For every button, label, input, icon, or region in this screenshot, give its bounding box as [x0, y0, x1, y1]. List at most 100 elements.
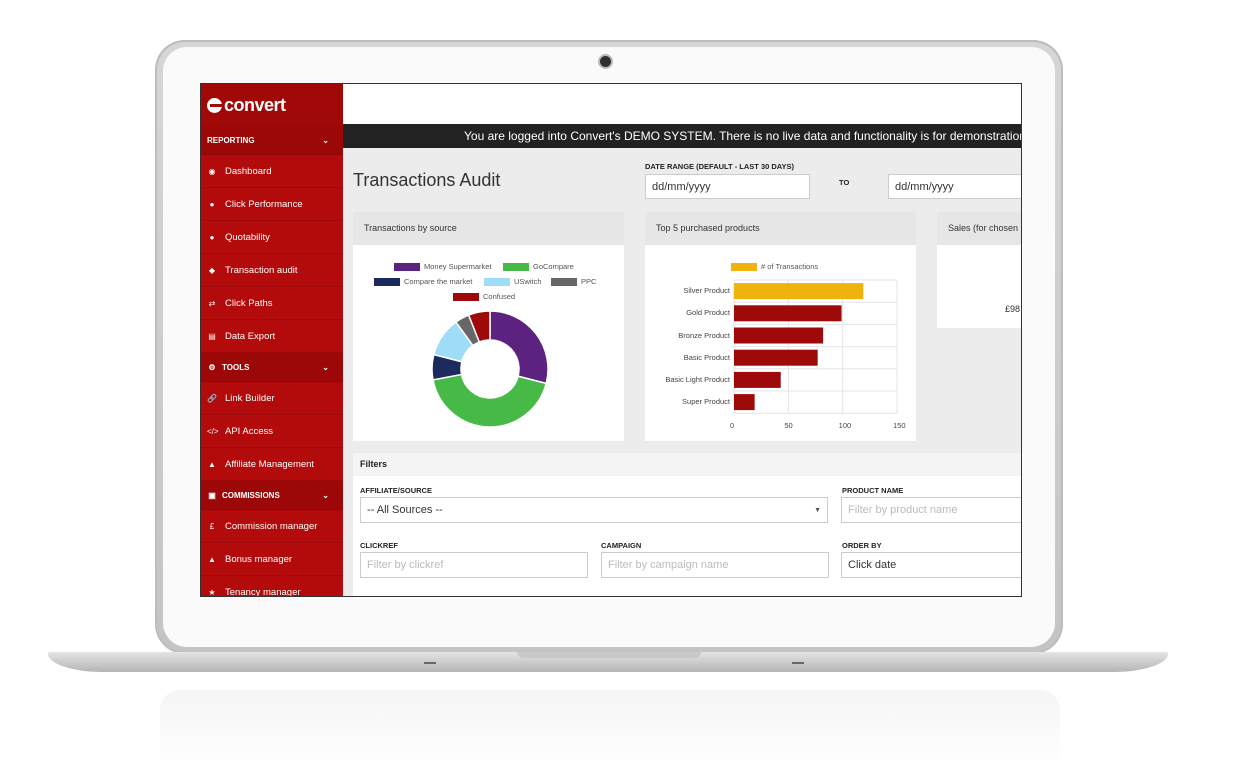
bar[interactable] — [734, 349, 818, 366]
legend-item[interactable]: USwitch — [484, 277, 542, 286]
donut-slice[interactable] — [467, 310, 491, 344]
sidebar-item-click-performance[interactable]: ● Click Performance — [201, 188, 343, 221]
bar-chart — [733, 279, 898, 414]
sidebar-section-reporting[interactable]: REPORTING ⌄ — [201, 126, 343, 155]
sidebar-item-transaction-audit[interactable]: ◆ Transaction audit — [201, 254, 343, 287]
transactions-by-source-panel: Transactions by source Money Supermarket… — [353, 212, 624, 441]
bar-category-label: Super Product — [682, 397, 730, 407]
sidebar-item-label: Click Performance — [225, 198, 303, 210]
legend-swatch — [503, 262, 529, 271]
dashboard-icon: ◉ — [208, 166, 216, 176]
legend-item[interactable]: GoCompare — [503, 262, 574, 271]
sidebar-section-commissions[interactable]: ▣ COMMISSIONS ⌄ — [201, 481, 343, 510]
sidebar-section-label: TOOLS — [222, 362, 250, 372]
database-icon: ▤ — [208, 331, 216, 341]
brand-name: convert — [224, 94, 286, 115]
sidebar-item-data-export[interactable]: ▤ Data Export — [201, 320, 343, 353]
legend-swatch — [374, 277, 400, 286]
sidebar-section-tools[interactable]: ⚙ TOOLS ⌄ — [201, 353, 343, 382]
legend-label: Confused — [483, 292, 516, 301]
trophy-icon: ▲ — [208, 554, 216, 564]
donut-slice[interactable] — [489, 310, 549, 385]
sidebar-section-label: COMMISSIONS — [222, 490, 280, 500]
legend-item[interactable]: Confused — [453, 292, 515, 301]
bar-category-label: Gold Product — [686, 308, 730, 318]
campaign-label: CAMPAIGN — [601, 541, 642, 550]
legend-label: # of Transactions — [761, 262, 819, 271]
date-to-input[interactable]: dd/mm/yyyy — [888, 174, 1021, 199]
sidebar-item-commission-manager[interactable]: £ Commission manager — [201, 510, 343, 543]
sales-panel: Sales (for chosen £98 — [937, 212, 1021, 328]
sidebar-item-quotability[interactable]: ● Quotability — [201, 221, 343, 254]
legend-item[interactable]: Compare the market — [374, 277, 472, 286]
legend-label: PPC — [581, 277, 597, 286]
x-tick-label: 100 — [838, 421, 852, 431]
sidebar-item-label: Affiliate Management — [225, 458, 315, 470]
code-icon: </> — [207, 426, 219, 436]
clickref-label: CLICKREF — [360, 541, 398, 550]
bar[interactable] — [734, 305, 842, 322]
date-range-label: DATE RANGE (DEFAULT - LAST 30 DAYS) — [645, 162, 795, 171]
sidebar-item-label: Quotability — [225, 231, 270, 243]
comment-icon: ● — [209, 232, 215, 242]
product-name-input[interactable]: Filter by product name — [841, 497, 1021, 523]
top-bar — [343, 84, 1021, 124]
order-by-select[interactable]: Click date — [841, 552, 1021, 578]
clickref-input[interactable]: Filter by clickref — [360, 552, 588, 578]
sidebar-item-dashboard[interactable]: ◉ Dashboard — [201, 155, 343, 188]
sales-value: £98 — [1005, 304, 1021, 314]
affiliate-label: AFFILIATE/SOURCE — [360, 486, 432, 495]
product-name-label: PRODUCT NAME — [842, 486, 904, 495]
sidebar-item-affiliate-management[interactable]: ▲ Affiliate Management — [201, 448, 343, 481]
demo-banner-text: You are logged into Convert's DEMO SYSTE… — [464, 129, 1021, 143]
legend-item[interactable]: PPC — [551, 277, 596, 286]
legend-swatch — [394, 262, 420, 271]
bar[interactable] — [734, 394, 755, 411]
sidebar-item-label: Dashboard — [225, 165, 272, 177]
legend-item[interactable]: Money Supermarket — [394, 262, 492, 271]
affiliate-select-value: -- All Sources -- — [367, 504, 443, 516]
legend-swatch — [484, 277, 510, 286]
star-icon: ★ — [208, 587, 216, 597]
sidebar-item-bonus-manager[interactable]: ▲ Bonus manager — [201, 543, 343, 576]
legend-label: GoCompare — [533, 262, 574, 271]
page-title: Transactions Audit — [353, 170, 501, 190]
brand[interactable]: convert — [201, 84, 343, 126]
link-icon: 🔗 — [207, 393, 217, 403]
panel-title: Top 5 purchased products — [645, 212, 916, 245]
caret-down-icon: ▼ — [814, 507, 821, 514]
briefcase-icon: ▣ — [208, 490, 216, 500]
sidebar-item-tenancy-manager[interactable]: ★ Tenancy manager — [201, 576, 343, 597]
sidebar-item-label: Bonus manager — [225, 553, 293, 565]
legend-item[interactable]: # of Transactions — [731, 262, 818, 271]
legend-label: Money Supermarket — [424, 262, 492, 271]
laptop-foot — [424, 662, 436, 664]
affiliate-select[interactable]: -- All Sources -- ▼ — [360, 497, 828, 523]
exchange-icon: ⇄ — [208, 298, 216, 308]
sidebar-item-click-paths[interactable]: ⇄ Click Paths — [201, 287, 343, 320]
campaign-input[interactable]: Filter by campaign name — [601, 552, 829, 578]
chevron-down-icon: ⌄ — [322, 135, 329, 145]
camera-icon — [600, 56, 611, 67]
panel-title: Transactions by source — [353, 212, 624, 245]
bar[interactable] — [734, 371, 781, 388]
donut-slice[interactable] — [432, 373, 548, 428]
laptop-notch — [517, 652, 701, 658]
sidebar-item-label: Link Builder — [225, 392, 275, 404]
laptop-foot — [792, 662, 804, 664]
demo-banner: You are logged into Convert's DEMO SYSTE… — [343, 124, 1021, 148]
sidebar-item-api-access[interactable]: </> API Access — [201, 415, 343, 448]
date-from-input[interactable]: dd/mm/yyyy — [645, 174, 810, 199]
sidebar-section-label: REPORTING — [207, 135, 255, 145]
pound-icon: £ — [209, 521, 215, 531]
bar[interactable] — [734, 327, 824, 344]
x-tick-label: 150 — [893, 421, 906, 431]
main-content: Transactions Audit DATE RANGE (DEFAULT -… — [343, 148, 1021, 596]
sidebar-item-label: Click Paths — [225, 297, 273, 309]
top-products-panel: Top 5 purchased products # of Transactio… — [645, 212, 916, 441]
sidebar-item-label: Transaction audit — [225, 264, 298, 276]
sitemap-icon: ▲ — [208, 459, 216, 469]
bar[interactable] — [734, 283, 864, 300]
sidebar-item-label: API Access — [225, 425, 274, 437]
sidebar-item-link-builder[interactable]: 🔗 Link Builder — [201, 382, 343, 415]
